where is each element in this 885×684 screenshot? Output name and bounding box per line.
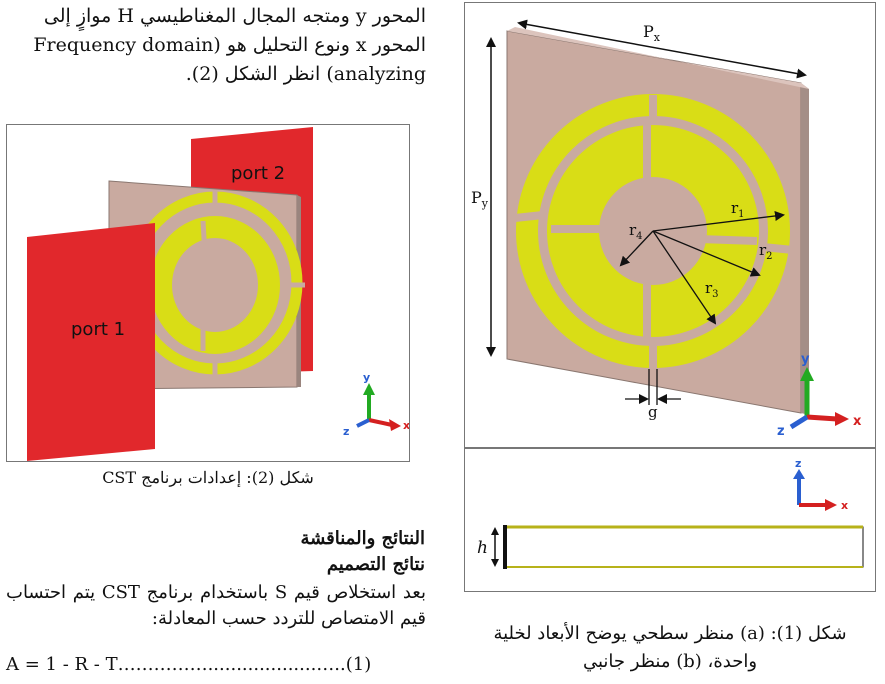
axis-triad: y x z bbox=[343, 371, 410, 438]
axis-y-label: y bbox=[363, 371, 370, 384]
r2-label: r2 bbox=[759, 241, 773, 262]
ring-gaps bbox=[514, 95, 794, 369]
axis-x-label: x bbox=[853, 414, 862, 429]
section-subheading: نتائج التصميم bbox=[326, 554, 425, 575]
intro-line-1: المحور y ومتجه المجال المغناطيسي H موازٍ… bbox=[43, 5, 426, 27]
equation-1: A = 1 - R - T……………...................…..… bbox=[6, 654, 372, 675]
figure-1-caption: شكل (1): (a) منظر سطحي يوضح الأبعاد لخلي… bbox=[464, 620, 876, 676]
axis-triad-side: z x bbox=[793, 457, 848, 512]
figure-1b-illustration: z x h bbox=[477, 457, 864, 569]
port-1-plane bbox=[27, 223, 155, 461]
axis-y-label: y bbox=[801, 352, 810, 367]
axis-z-label: z bbox=[777, 424, 785, 439]
section-heading: النتائج والمناقشة bbox=[300, 528, 425, 549]
port-1-label: port 1 bbox=[71, 319, 125, 340]
intro-line-2: المحور x ونوع التحليل هو (Frequency doma… bbox=[33, 34, 426, 56]
px-label: Px bbox=[643, 22, 661, 44]
r3-label: r3 bbox=[705, 279, 719, 300]
h-label: h bbox=[477, 538, 488, 558]
figure-2-illustration: port 2 port 1 y x z bbox=[27, 127, 410, 461]
axis-x-label: x bbox=[403, 419, 410, 432]
substrate-side-face bbox=[801, 83, 809, 415]
port-2-label: port 2 bbox=[231, 163, 285, 184]
axis-x-label-side: x bbox=[841, 499, 848, 512]
radius-arrows bbox=[619, 211, 785, 325]
figure-1b-box: z x h bbox=[464, 448, 876, 592]
intro-paragraph: المحور y ومتجه المجال المغناطيسي H موازٍ… bbox=[6, 2, 426, 89]
r4-label: r4 bbox=[629, 221, 643, 242]
axis-z-label-side: z bbox=[795, 457, 801, 470]
figure-1a-box: Px Py r1 r2 r3 r4 bbox=[464, 2, 876, 448]
g-label: g bbox=[648, 403, 658, 421]
inner-disk-gap bbox=[189, 255, 241, 315]
gap-dimension bbox=[625, 369, 681, 405]
axis-z-label: z bbox=[343, 425, 349, 438]
figure-1-caption-line-2: واحدة، (b) منظر جانبي bbox=[582, 651, 758, 672]
r1-label: r1 bbox=[731, 199, 745, 220]
figure-2-box: port 2 port 1 y x z bbox=[6, 124, 410, 462]
px-dimension-arrow bbox=[517, 19, 807, 79]
figure-2-caption: شكل (2): إعدادات برنامج CST bbox=[102, 468, 314, 487]
figure-1-caption-line-1: شكل (1): (a) منظر سطحي يوضح الأبعاد لخلي… bbox=[493, 623, 847, 644]
axis-triad: y x z bbox=[777, 352, 862, 439]
figure-1a-illustration: Px Py r1 r2 r3 r4 bbox=[471, 19, 862, 439]
results-body: بعد استخلاص قيم S باستخدام برنامج CST يت… bbox=[6, 582, 426, 629]
substrate-side-profile bbox=[504, 526, 864, 568]
intro-line-3: analyzing) انظر الشكل (2). bbox=[185, 63, 426, 85]
py-label: Py bbox=[471, 188, 489, 210]
